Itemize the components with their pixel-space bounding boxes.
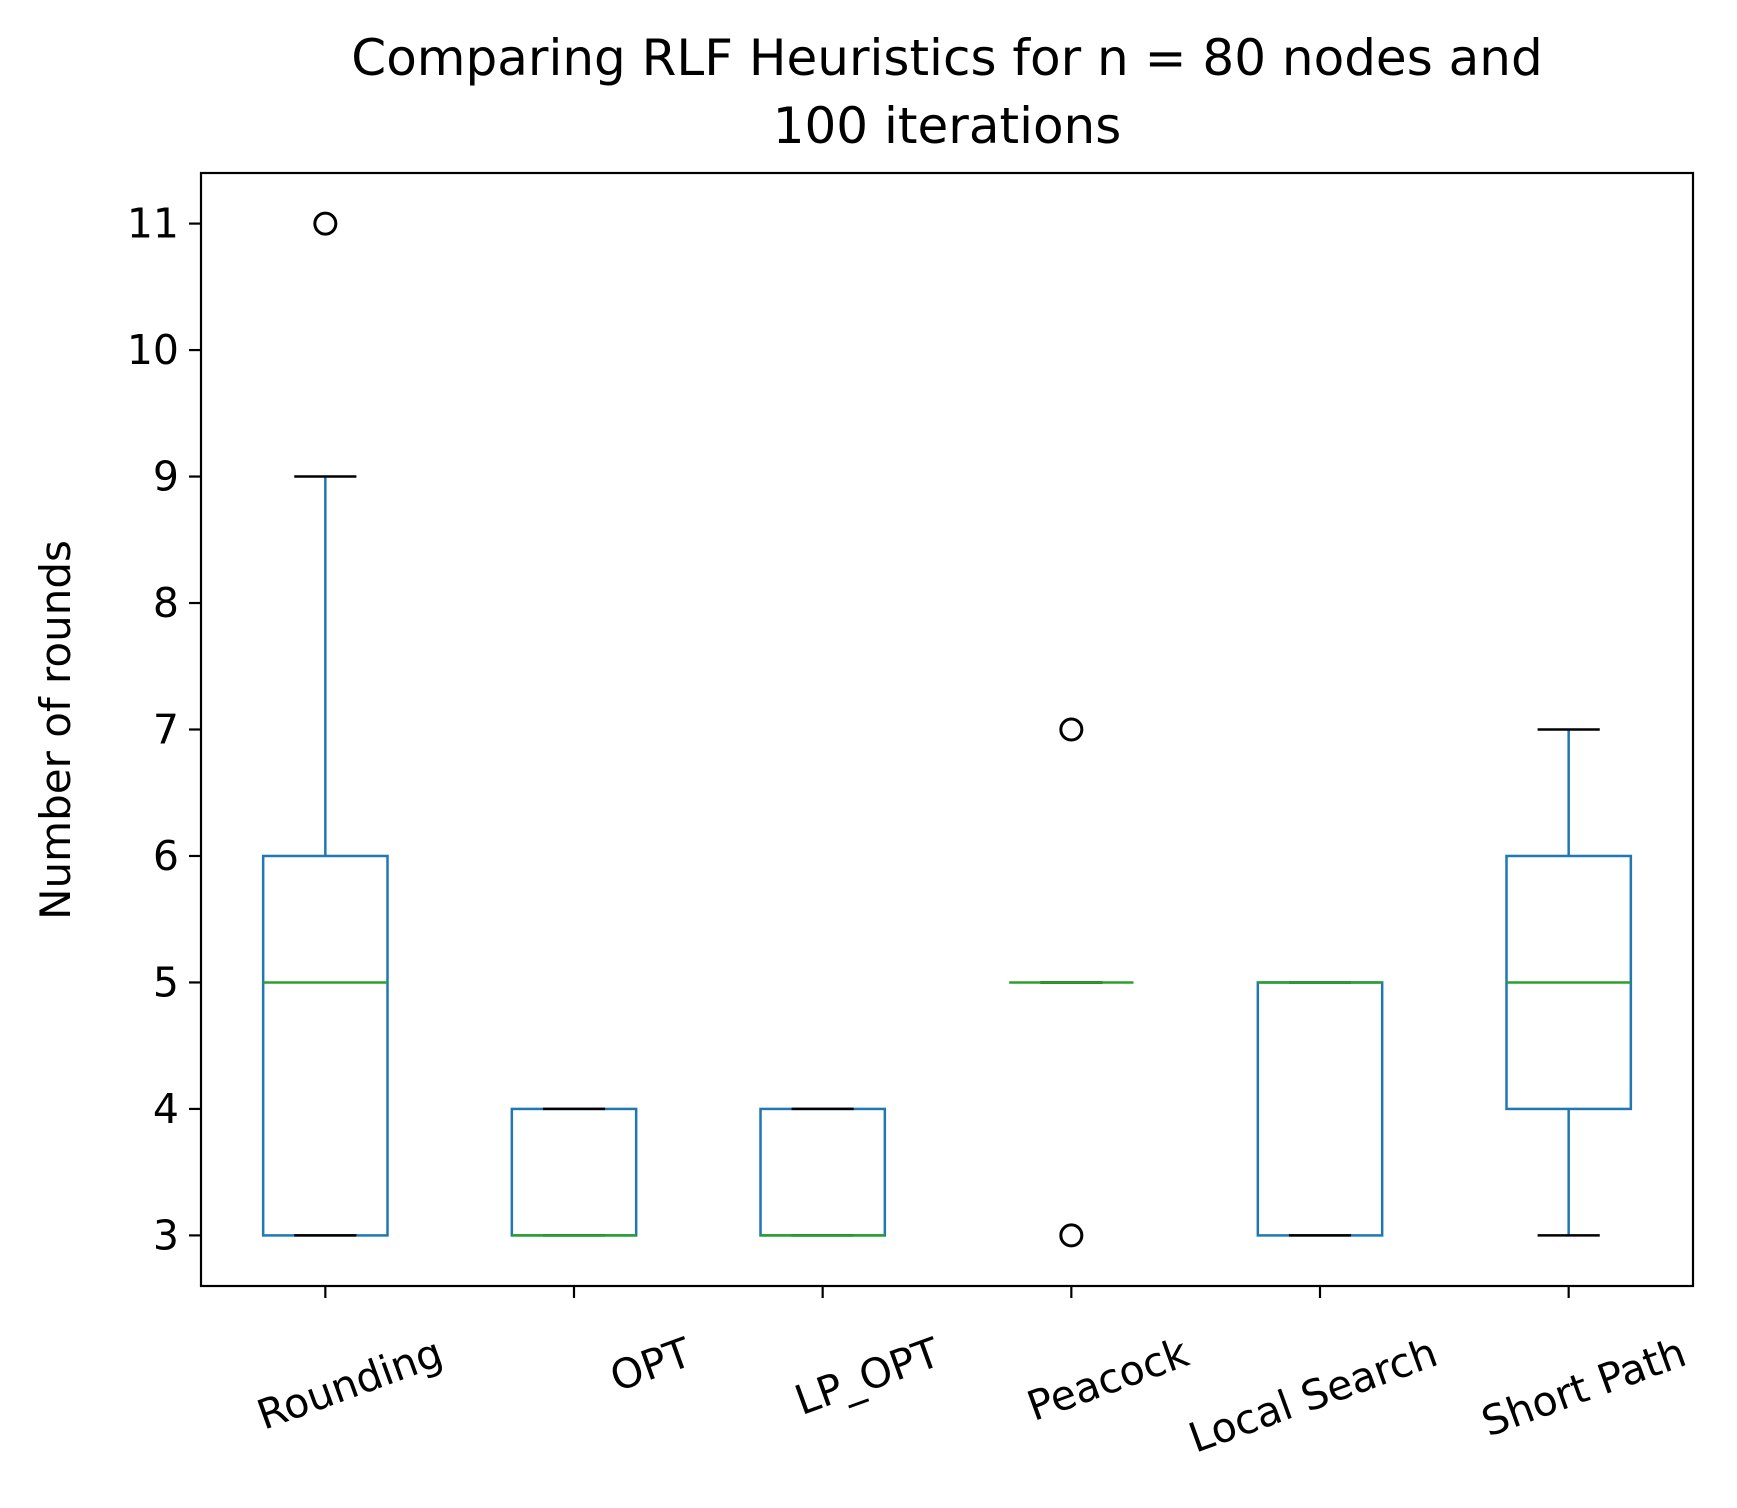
y-tick-label: 8	[153, 579, 179, 627]
outlier-point	[313, 211, 338, 236]
box-peacock	[1009, 717, 1134, 1248]
x-tick-label: OPT	[604, 1328, 698, 1401]
y-tick-label: 7	[153, 706, 179, 754]
y-tick-label: 9	[153, 453, 179, 501]
x-tick-label: Rounding	[251, 1328, 449, 1439]
box-local-search	[1256, 981, 1384, 1237]
y-tick-label: 11	[127, 200, 179, 248]
box-series	[261, 211, 1633, 1248]
y-tick-label: 10	[127, 326, 179, 374]
plot-frame	[199, 171, 1695, 1288]
chart-title: Comparing RLF Heuristics for n = 80 node…	[351, 29, 1542, 155]
box-short-path	[1505, 728, 1633, 1237]
x-tick-label: LP_OPT	[789, 1328, 947, 1425]
iqr-box	[261, 854, 389, 1237]
outlier-point	[1059, 717, 1084, 742]
y-axis: 3 4 5 6 7 8 9 10 11	[127, 200, 201, 1259]
y-tick-label: 6	[153, 832, 179, 880]
iqr-box	[1256, 981, 1384, 1237]
y-tick-label: 4	[153, 1085, 179, 1133]
y-axis-label: Number of rounds	[31, 540, 80, 920]
iqr-box	[759, 1107, 887, 1237]
y-tick-label: 5	[153, 958, 179, 1006]
x-tick-label: Local Search	[1183, 1328, 1444, 1462]
outlier-point	[1059, 1223, 1084, 1248]
x-tick-label: Short Path	[1475, 1328, 1692, 1446]
chart-title-line: Comparing RLF Heuristics for n = 80 node…	[351, 29, 1542, 87]
iqr-box	[510, 1107, 638, 1237]
box-rounding	[261, 211, 389, 1237]
x-tick-label: Peacock	[1021, 1328, 1195, 1430]
chart-title-line: 100 iterations	[773, 97, 1122, 155]
y-tick-label: 3	[153, 1211, 179, 1259]
box-opt	[510, 1107, 638, 1237]
box-lp-opt	[759, 1107, 887, 1237]
plot-area	[199, 171, 1695, 1288]
